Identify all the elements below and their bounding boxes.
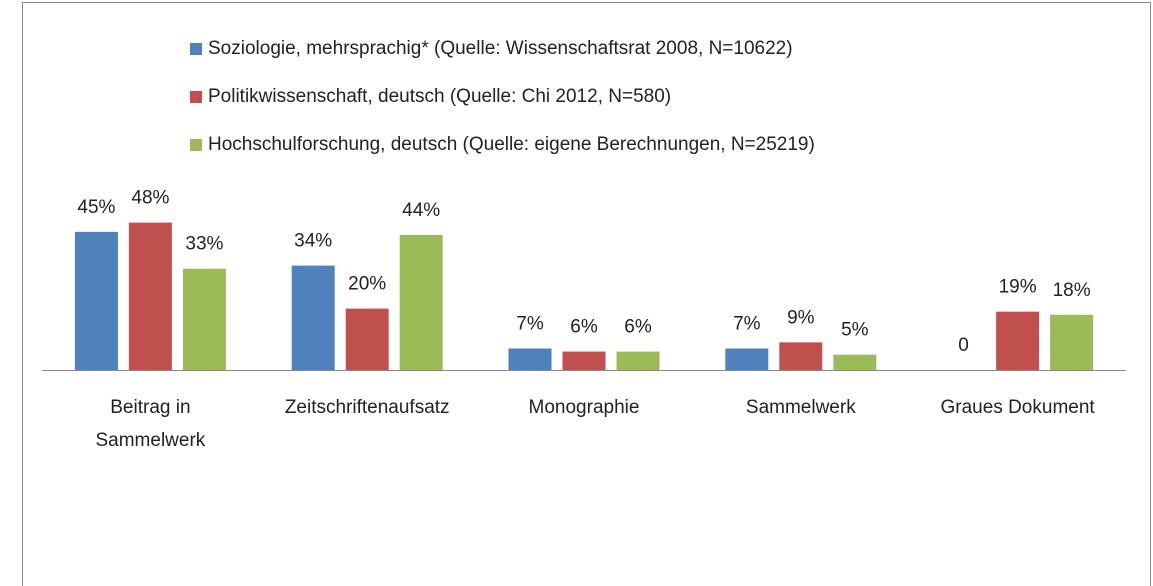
data-label: 45%: [77, 197, 115, 218]
bar: [182, 268, 226, 370]
data-label: 34%: [294, 231, 332, 252]
bar: [74, 231, 118, 370]
bar: [399, 234, 443, 370]
legend-label: Hochschulforschung, deutsch (Quelle: eig…: [208, 134, 815, 155]
data-label: 6%: [624, 317, 652, 338]
bar: [508, 348, 552, 370]
legend-swatch: [190, 91, 202, 103]
legend-swatch: [190, 43, 202, 55]
data-label: 19%: [999, 277, 1037, 298]
bar: [779, 342, 823, 370]
bar: [562, 351, 606, 370]
data-label: 33%: [185, 234, 223, 255]
bar: [128, 222, 172, 370]
data-label: 20%: [348, 274, 386, 295]
data-label: 0: [958, 335, 969, 356]
bar: [291, 265, 335, 370]
data-label: 44%: [402, 200, 440, 221]
data-label: 9%: [787, 307, 815, 328]
data-label: 7%: [516, 314, 544, 335]
x-tick-label: Beitrag in Sammelwerk: [95, 397, 206, 451]
data-label: 7%: [733, 314, 761, 335]
data-label: 18%: [1053, 280, 1091, 301]
x-tick-label: Graues Dokument: [940, 397, 1095, 418]
data-label: 48%: [131, 188, 169, 209]
bar: [1050, 314, 1094, 370]
legend-label: Politikwissenschaft, deutsch (Quelle: Ch…: [208, 86, 671, 107]
data-label: 6%: [570, 317, 598, 338]
legend-label: Soziologie, mehrsprachig* (Quelle: Wisse…: [208, 38, 793, 59]
bar: [345, 308, 389, 370]
x-tick-label: Sammelwerk: [745, 397, 856, 418]
bar: [996, 311, 1040, 370]
bar: [616, 351, 660, 370]
bar: [833, 354, 877, 370]
legend-swatch: [190, 139, 202, 151]
x-tick-label: Zeitschriftenaufsatz: [284, 397, 450, 418]
x-tick-label: Monographie: [528, 397, 640, 418]
data-label: 5%: [841, 320, 869, 341]
bar: [725, 348, 769, 370]
